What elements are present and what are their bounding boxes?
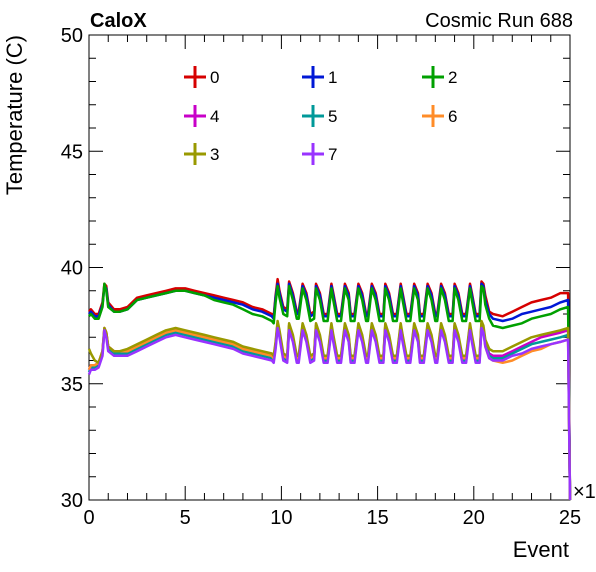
legend-label-3: 3 (210, 145, 219, 164)
x-tick-label: 25 (559, 507, 581, 529)
header-right-title: Cosmic Run 688 (425, 10, 573, 32)
x-tick-label: 0 (83, 507, 94, 529)
legend-label-6: 6 (448, 107, 457, 126)
series-line-7 (87, 326, 572, 501)
legend-label-2: 2 (448, 68, 457, 87)
y-axis-label: Temperature (C) (2, 35, 27, 195)
x-axis-multiplier: ×1 (573, 481, 596, 503)
x-tick-label: 5 (180, 507, 191, 529)
x-axis-label: Event (513, 537, 569, 562)
x-tick-label: 10 (270, 507, 292, 529)
legend: 0 1 2 4 5 6 3 7 (184, 66, 457, 165)
x-tick-label: 20 (463, 507, 485, 529)
y-tick-label: 40 (61, 258, 83, 280)
legend-label-0: 0 (210, 68, 219, 87)
legend-label-4: 4 (210, 107, 219, 126)
series-line-3 (87, 319, 572, 501)
header-left-title: CaloX (90, 10, 147, 32)
legend-label-7: 7 (328, 145, 337, 164)
series-line-2 (88, 282, 572, 501)
y-tick-label: 30 (61, 490, 83, 512)
legend-label-1: 1 (328, 68, 337, 87)
y-tick-label: 50 (61, 25, 83, 47)
y-tick-label: 45 (61, 141, 83, 163)
x-tick-label: 15 (366, 507, 388, 529)
y-tick-label: 35 (61, 374, 83, 396)
legend-label-5: 5 (328, 107, 337, 126)
